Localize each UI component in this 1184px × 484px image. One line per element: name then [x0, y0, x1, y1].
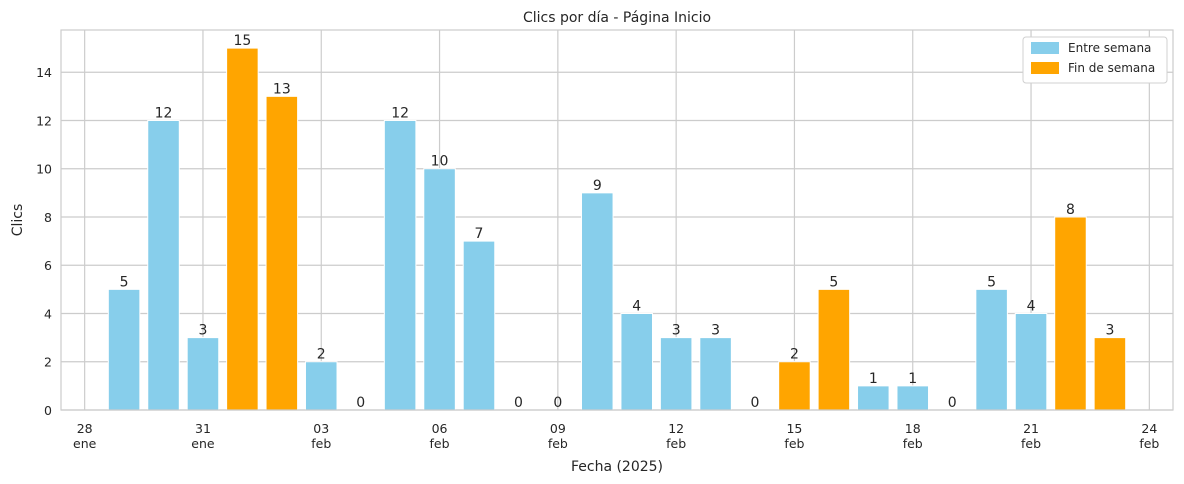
x-tick-label-day: 09: [550, 421, 566, 436]
y-axis-ticks: 0 2 4 6 8 10 12 14: [36, 65, 52, 418]
y-tick-label: 4: [44, 306, 52, 321]
x-tick-label-day: 31: [195, 421, 211, 436]
x-tick-label-day: 21: [1023, 421, 1039, 436]
x-tick-label-day: 03: [313, 421, 329, 436]
bar-weekday: [659, 337, 693, 411]
bar-value-label: 4: [1027, 298, 1036, 314]
legend-swatch-weekend: [1031, 62, 1059, 74]
chart-title: Clics por día - Página Inicio: [523, 10, 711, 26]
bar-value-label: 3: [198, 323, 207, 339]
bar-weekday: [147, 119, 180, 411]
x-tick-label-day: 06: [432, 421, 448, 436]
y-tick-label: 0: [44, 403, 52, 418]
bar-value-label: 3: [672, 323, 681, 339]
x-tick-label-month: ene: [191, 436, 215, 451]
bar-value-label: 12: [391, 105, 409, 121]
x-tick-label-day: 18: [905, 421, 921, 436]
legend-swatch-weekday: [1031, 42, 1059, 54]
bar-weekend: [1093, 337, 1127, 411]
x-axis-ticks: 28ene31ene03feb06feb09feb12feb15feb18feb…: [73, 421, 1159, 451]
x-tick-label-day: 12: [668, 421, 684, 436]
x-tick-label-month: feb: [666, 436, 686, 451]
bar-value-label: 5: [120, 274, 129, 290]
bar-value-label: 7: [475, 226, 484, 242]
bar-value-label: 3: [1105, 323, 1114, 339]
bar-weekday: [107, 288, 141, 411]
x-tick-label-day: 28: [77, 421, 93, 436]
bar-value-label: 1: [908, 371, 917, 387]
bar-value-label: 13: [273, 81, 291, 97]
x-axis-label: Fecha (2025): [571, 459, 663, 475]
bar-weekday: [423, 168, 456, 411]
x-tick-label-month: feb: [903, 436, 923, 451]
bar-weekday: [186, 337, 220, 411]
legend-label-weekend: Fin de semana: [1068, 61, 1155, 75]
bar-weekend: [1054, 216, 1087, 411]
y-tick-label: 12: [36, 113, 52, 128]
y-tick-label: 6: [44, 258, 52, 273]
x-tick-label-day: 24: [1141, 421, 1157, 436]
legend-label-weekday: Entre semana: [1068, 41, 1151, 55]
bar-weekend: [265, 95, 299, 411]
x-tick-label-day: 15: [786, 421, 802, 436]
x-tick-label-month: feb: [1021, 436, 1041, 451]
bar-value-label: 8: [1066, 202, 1075, 218]
bar-weekday: [857, 385, 890, 411]
bar-value-label: 15: [233, 33, 251, 49]
y-axis-label: Clics: [10, 204, 26, 237]
bar-weekday: [462, 240, 496, 411]
bar-value-label: 1: [869, 371, 878, 387]
x-tick-label-month: feb: [1139, 436, 1159, 451]
bar-weekend: [226, 47, 259, 411]
bars-group: [107, 47, 1127, 411]
x-tick-label-month: feb: [548, 436, 568, 451]
bar-weekday: [620, 312, 653, 411]
bar-value-label: 0: [356, 395, 365, 411]
y-tick-label: 8: [44, 210, 52, 225]
legend: Entre semana Fin de semana: [1022, 36, 1168, 84]
x-tick-label-month: ene: [73, 436, 97, 451]
x-tick-label-month: feb: [311, 436, 331, 451]
bar-weekday: [1014, 312, 1048, 411]
y-tick-label: 14: [36, 65, 52, 80]
bar-value-label: 10: [431, 154, 449, 170]
bar-weekday: [383, 119, 417, 411]
x-tick-label-month: feb: [430, 436, 450, 451]
bar-weekday: [699, 337, 732, 411]
y-tick-label: 2: [44, 355, 52, 370]
bar-value-label: 0: [514, 395, 523, 411]
bar-value-label: 12: [155, 105, 173, 121]
bar-value-label: 2: [790, 347, 799, 363]
bar-weekday: [975, 288, 1008, 411]
bar-weekday: [896, 385, 930, 411]
y-tick-label: 10: [36, 162, 52, 177]
bar-weekend: [778, 361, 811, 411]
bar-value-label: 0: [751, 395, 760, 411]
bar-value-label: 4: [632, 298, 641, 314]
bar-value-label: 0: [553, 395, 562, 411]
plot-frame: [60, 29, 1174, 411]
x-tick-label-month: feb: [784, 436, 804, 451]
bar-value-label: 0: [948, 395, 957, 411]
bar-value-label: 3: [711, 323, 720, 339]
bar-value-label: 5: [987, 274, 996, 290]
bar-weekday: [581, 192, 614, 411]
bar-weekday: [304, 361, 338, 411]
bar-value-label: 9: [593, 178, 602, 194]
bar-weekend: [817, 288, 851, 411]
bar-value-label: 5: [829, 274, 838, 290]
bar-value-label: 2: [317, 347, 326, 363]
